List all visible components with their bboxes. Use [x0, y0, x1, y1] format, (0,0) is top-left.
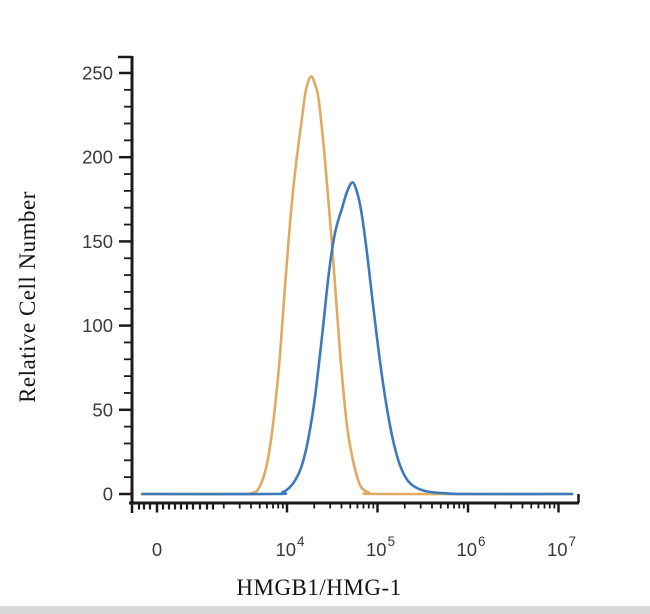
tick-labels: 0 50 100 150 200 250 0 104 105 106 107: [82, 63, 576, 561]
y-axis-title: Relative Cell Number: [15, 191, 40, 403]
series-curves: [140, 75, 574, 496]
y-axis: [118, 55, 134, 505]
y-tick-label: 150: [82, 231, 113, 252]
x-tick-label-zero: 0: [152, 539, 162, 560]
x-axis: [129, 494, 580, 513]
orange-histogram-curve: [140, 75, 574, 496]
y-tick-label: 250: [82, 63, 113, 84]
y-tick-label: 0: [103, 484, 113, 505]
x-tick-label: 104: [275, 534, 305, 560]
x-tick-label: 105: [366, 534, 395, 560]
x-tick-label: 106: [456, 534, 485, 560]
image-bottom-border: [0, 606, 650, 614]
x-axis-title: HMGB1/HMG-1: [236, 575, 402, 600]
y-tick-label: 200: [82, 147, 113, 168]
blue-histogram-curve: [140, 181, 574, 496]
y-tick-label: 100: [82, 315, 113, 336]
y-tick-label: 50: [92, 399, 113, 420]
x-tick-label: 107: [547, 534, 576, 560]
